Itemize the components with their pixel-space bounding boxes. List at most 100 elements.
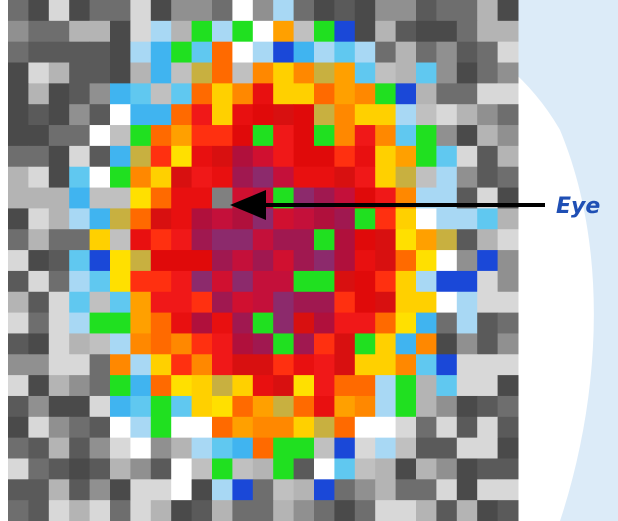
pixel bbox=[28, 395, 50, 418]
pixel bbox=[212, 41, 233, 64]
pixel bbox=[191, 83, 213, 105]
pixel bbox=[497, 500, 519, 521]
pixel bbox=[232, 333, 254, 355]
pixel bbox=[293, 375, 315, 397]
pixel bbox=[354, 354, 376, 376]
pixel bbox=[171, 41, 193, 64]
pixel bbox=[416, 41, 437, 64]
pixel bbox=[477, 333, 499, 355]
pixel bbox=[497, 458, 519, 480]
pixel bbox=[314, 437, 335, 459]
pixel bbox=[69, 312, 91, 334]
pixel bbox=[252, 250, 274, 272]
pixel bbox=[110, 416, 131, 439]
pixel bbox=[354, 333, 376, 355]
pixel bbox=[354, 437, 376, 459]
pixel bbox=[273, 145, 295, 168]
pixel bbox=[8, 395, 29, 418]
pixel bbox=[456, 208, 478, 230]
pixel bbox=[48, 166, 70, 189]
pixel bbox=[375, 20, 397, 43]
pixel bbox=[273, 479, 295, 501]
pixel bbox=[232, 500, 254, 521]
pixel bbox=[436, 479, 458, 501]
pixel bbox=[477, 250, 499, 272]
pixel bbox=[375, 270, 397, 293]
pixel bbox=[48, 250, 70, 272]
pixel bbox=[191, 458, 213, 480]
pixel bbox=[497, 20, 519, 43]
pixel bbox=[395, 291, 417, 314]
pixel bbox=[477, 395, 499, 418]
pixel bbox=[334, 270, 356, 293]
pixel bbox=[497, 395, 519, 418]
pixel bbox=[191, 375, 213, 397]
pixel bbox=[110, 395, 131, 418]
pixel bbox=[456, 458, 478, 480]
pixel bbox=[273, 458, 295, 480]
pixel bbox=[416, 437, 437, 459]
pixel bbox=[28, 104, 50, 126]
pixel bbox=[191, 270, 213, 293]
pixel bbox=[395, 145, 417, 168]
pixel bbox=[395, 250, 417, 272]
pixel bbox=[8, 479, 29, 501]
pixel bbox=[150, 500, 172, 521]
pixel bbox=[354, 104, 376, 126]
pixel bbox=[130, 104, 152, 126]
pixel bbox=[416, 354, 437, 376]
pixel bbox=[252, 125, 274, 147]
pixel bbox=[8, 354, 29, 376]
pixel bbox=[416, 166, 437, 189]
pixel bbox=[273, 416, 295, 439]
pixel bbox=[48, 291, 70, 314]
pixel bbox=[334, 20, 356, 43]
pixel bbox=[150, 0, 172, 22]
pixel bbox=[48, 83, 70, 105]
pixel bbox=[212, 375, 233, 397]
pixel bbox=[395, 20, 417, 43]
pixel bbox=[273, 41, 295, 64]
pixel bbox=[375, 458, 397, 480]
pixel bbox=[436, 208, 458, 230]
pixel bbox=[150, 250, 172, 272]
pixel bbox=[456, 125, 478, 147]
pixel bbox=[8, 375, 29, 397]
pixel bbox=[354, 0, 376, 22]
pixel bbox=[69, 479, 91, 501]
pixel bbox=[212, 229, 233, 251]
pixel bbox=[354, 208, 376, 230]
pixel bbox=[456, 500, 478, 521]
pixel bbox=[314, 250, 335, 272]
pixel bbox=[212, 333, 233, 355]
pixel bbox=[150, 333, 172, 355]
pixel bbox=[293, 333, 315, 355]
pixel bbox=[375, 416, 397, 439]
pixel bbox=[497, 312, 519, 334]
pixel bbox=[375, 479, 397, 501]
pixel bbox=[232, 104, 254, 126]
pixel bbox=[110, 0, 131, 22]
pixel bbox=[212, 354, 233, 376]
pixel bbox=[334, 166, 356, 189]
pixel bbox=[232, 0, 254, 22]
pixel bbox=[497, 145, 519, 168]
pixel bbox=[416, 145, 437, 168]
pixel bbox=[293, 62, 315, 84]
pixel bbox=[314, 312, 335, 334]
pixel bbox=[48, 312, 70, 334]
pixel bbox=[48, 416, 70, 439]
pixel bbox=[212, 166, 233, 189]
pixel bbox=[477, 437, 499, 459]
pixel bbox=[477, 83, 499, 105]
pixel bbox=[314, 270, 335, 293]
pixel bbox=[314, 83, 335, 105]
pixel bbox=[354, 375, 376, 397]
pixel bbox=[436, 354, 458, 376]
pixel bbox=[8, 187, 29, 209]
pixel bbox=[191, 250, 213, 272]
pixel bbox=[110, 312, 131, 334]
pixel bbox=[212, 250, 233, 272]
pixel bbox=[48, 20, 70, 43]
pixel bbox=[395, 395, 417, 418]
